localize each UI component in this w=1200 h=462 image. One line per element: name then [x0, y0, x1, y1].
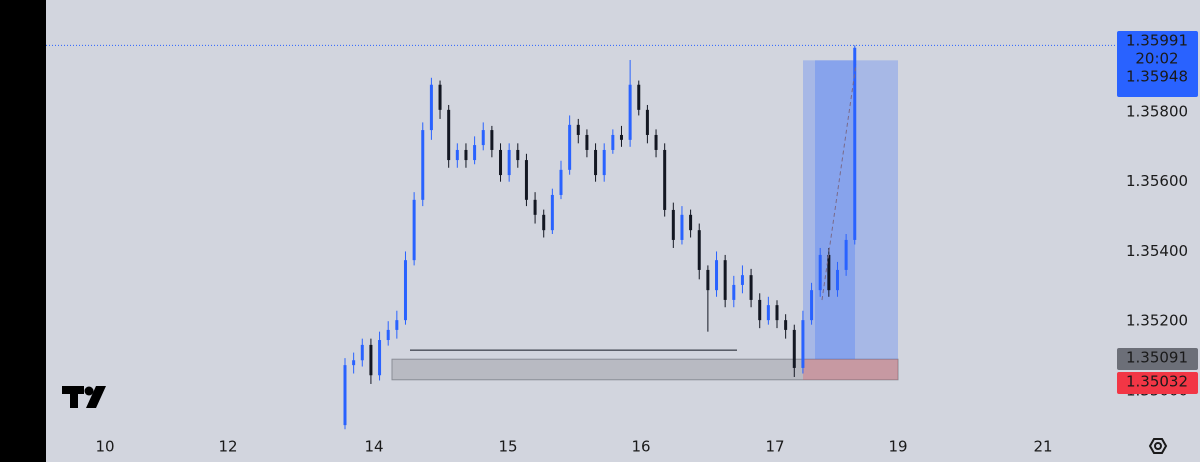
entry-label: 1.35091 — [1126, 349, 1188, 367]
candle-body — [758, 299, 762, 321]
candle-body — [766, 305, 770, 321]
candle-body — [550, 194, 554, 231]
y-tick-label: 1.35800 — [1126, 102, 1188, 120]
candle-body — [473, 145, 477, 161]
position-target — [803, 60, 898, 360]
candle-body — [542, 214, 546, 231]
candle-body — [723, 260, 727, 300]
candle-body — [490, 130, 494, 150]
candle-body — [481, 130, 485, 146]
x-tick-label: 16 — [631, 438, 650, 456]
x-tick-label: 21 — [1033, 438, 1052, 456]
candle-body — [499, 149, 503, 176]
candle-body — [853, 47, 857, 240]
candle-body — [740, 275, 744, 285]
candle-body — [533, 199, 537, 215]
candle-body — [671, 209, 675, 240]
candle-body — [844, 239, 848, 270]
candle-body — [602, 149, 606, 176]
candle-body — [576, 124, 580, 135]
candle-body — [395, 320, 399, 330]
side-bar — [0, 0, 46, 462]
candle-body — [559, 169, 563, 195]
x-tick-label: 10 — [95, 438, 114, 456]
stop-label-box — [1117, 372, 1198, 394]
candle-body — [378, 340, 382, 376]
candle-body — [818, 254, 822, 291]
candle-body — [412, 199, 416, 261]
candle-body — [835, 269, 839, 291]
zone — [391, 358, 899, 381]
candle-body — [403, 260, 407, 321]
candle-body — [715, 260, 719, 291]
stop-label: 1.35032 — [1126, 373, 1188, 391]
entry-label-box — [1117, 348, 1198, 370]
candle-body — [619, 134, 623, 140]
candle-body — [706, 269, 710, 291]
candle-body — [464, 149, 468, 161]
candle-body — [680, 214, 684, 240]
candle-body — [645, 109, 649, 135]
candle-body — [438, 84, 442, 110]
candle-body — [568, 124, 572, 170]
candle-body — [784, 320, 788, 330]
candle-body — [663, 149, 667, 210]
candle-body — [697, 230, 701, 270]
price-label: 1.35991 — [1126, 32, 1188, 50]
tradingview-logo — [62, 386, 106, 408]
candle-body — [343, 365, 347, 426]
price-label-box — [1117, 31, 1198, 97]
candle-body — [369, 344, 373, 376]
candle-body — [352, 360, 356, 366]
candle-body — [611, 134, 615, 150]
candle-body — [594, 149, 598, 176]
x-tick-label: 12 — [218, 438, 237, 456]
candle-body — [447, 109, 451, 161]
candle-body — [507, 149, 511, 176]
candle-body — [628, 84, 632, 140]
candle-body — [524, 160, 528, 200]
candle-body — [732, 284, 736, 300]
candle-body — [827, 254, 831, 291]
candle-body — [421, 130, 425, 200]
x-tick-label: 17 — [765, 438, 784, 456]
candle-body — [689, 214, 693, 231]
price-label: 1.35948 — [1126, 68, 1188, 86]
candle-body — [455, 149, 459, 161]
y-tick-label: 1.35200 — [1126, 312, 1188, 330]
candle-body — [775, 305, 779, 321]
candle-body — [810, 290, 814, 321]
candle-body — [637, 84, 641, 110]
trade-path — [821, 64, 857, 301]
candle-body — [429, 84, 433, 131]
candle-body — [801, 320, 805, 368]
candle-body — [386, 329, 390, 341]
candle-body — [792, 329, 796, 368]
candle-body — [360, 344, 364, 361]
y-tick-label: 1.35600 — [1126, 172, 1188, 190]
x-tick-label: 15 — [498, 438, 517, 456]
candle-body — [585, 134, 589, 150]
y-tick-label: 1.35400 — [1126, 242, 1188, 260]
candle-body — [516, 149, 520, 161]
x-tick-label: 14 — [364, 438, 383, 456]
position-stop — [803, 359, 898, 380]
price-label: 20:02 — [1135, 50, 1178, 68]
settings-icon[interactable] — [1148, 438, 1168, 454]
candle-body — [654, 134, 658, 150]
x-tick-label: 19 — [888, 438, 907, 456]
candle-body — [749, 275, 753, 300]
